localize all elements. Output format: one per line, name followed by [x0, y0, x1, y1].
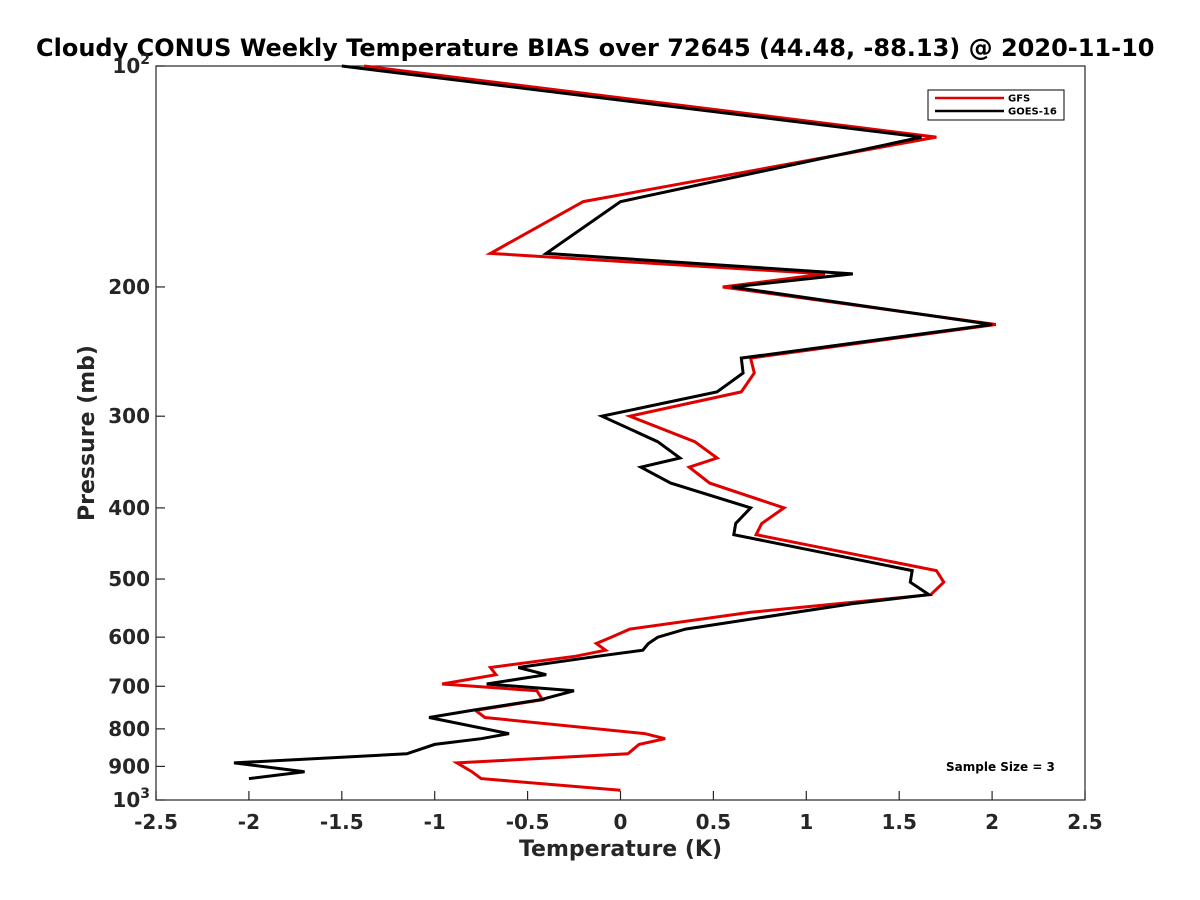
y-tick-label: 200 [108, 275, 150, 299]
y-tick-label: 102 [112, 52, 150, 78]
legend: GFS GOES-16 [927, 89, 1065, 121]
x-tick-label: -1 [424, 810, 446, 834]
x-tick-label: -2.5 [134, 810, 178, 834]
x-tick-label: 0 [614, 810, 628, 834]
x-tick-label: 0.5 [696, 810, 731, 834]
x-tick-label: -0.5 [506, 810, 550, 834]
legend-box [927, 89, 1065, 121]
x-tick-label: 2.5 [1067, 810, 1102, 834]
y-tick-label: 800 [108, 717, 150, 741]
series-layer [233, 64, 997, 792]
x-axis: -2.5 -2 -1.5 -1 -0.5 0 0.5 1 1.5 2 2.5 [134, 791, 1103, 834]
x-tick-label: 1.5 [881, 810, 916, 834]
x-tick-label: 2 [985, 810, 999, 834]
x-tick-label: -2 [238, 810, 260, 834]
legend-label-goes-16: GOES-16 [1008, 107, 1057, 118]
x-tick-label: 1 [799, 810, 813, 834]
series-line-gfs [363, 64, 997, 792]
y-axis-label: Pressure (mb) [75, 345, 100, 521]
y-tick-label: 900 [108, 754, 150, 778]
y-tick-label: 500 [108, 567, 150, 591]
x-tick-label: -1.5 [320, 810, 364, 834]
y-tick-label: 700 [108, 674, 150, 698]
y-tick-label: 600 [108, 625, 150, 649]
chart-title: Cloudy CONUS Weekly Temperature BIAS ove… [36, 34, 1154, 62]
sample-size-annotation: Sample Size = 3 [946, 760, 1055, 774]
plot-area-frame [155, 65, 1086, 801]
legend-label-gfs: GFS [1008, 94, 1030, 105]
y-axis: 102 200 300 400 500 600 700 800 900 103 [108, 52, 165, 812]
x-axis-label: Temperature (K) [519, 837, 722, 862]
y-tick-label: 400 [108, 496, 150, 520]
series-line-goes-16 [233, 64, 993, 781]
y-tick-label: 103 [112, 786, 150, 812]
y-tick-label: 300 [108, 404, 150, 428]
